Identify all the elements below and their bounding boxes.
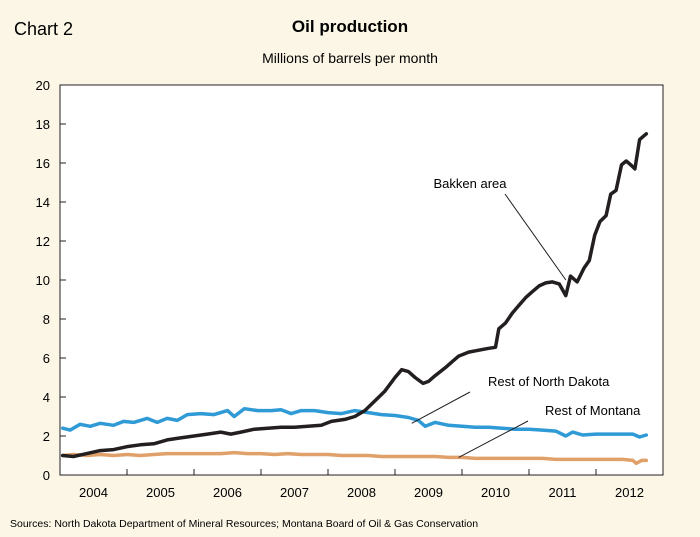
chart-number-label: Chart 2 bbox=[14, 19, 73, 39]
x-tick-label: 2012 bbox=[615, 485, 644, 500]
x-tick-label: 2004 bbox=[79, 485, 108, 500]
annotation-label: Bakken area bbox=[434, 176, 508, 191]
annotation-leader-line bbox=[504, 193, 567, 281]
x-tick-label: 2008 bbox=[347, 485, 376, 500]
y-tick-label: 14 bbox=[36, 195, 50, 210]
x-tick-label: 2010 bbox=[481, 485, 510, 500]
x-axis: 2004 2005 2006 2007 2008 2009 2010 2011 2012 bbox=[79, 469, 644, 500]
x-tick-label: 2006 bbox=[213, 485, 242, 500]
chart-title: Oil production bbox=[292, 17, 408, 36]
annotation-label: Rest of Montana bbox=[545, 403, 641, 418]
series-layer bbox=[60, 132, 649, 466]
x-tick-label: 2009 bbox=[414, 485, 443, 500]
x-tick-label: 2007 bbox=[280, 485, 309, 500]
annotation-label: Rest of North Dakota bbox=[488, 374, 610, 389]
y-tick-label: 18 bbox=[36, 117, 50, 132]
series-line-rest-of-montana bbox=[60, 450, 649, 466]
x-tick-label: 2005 bbox=[146, 485, 175, 500]
y-tick-label: 4 bbox=[43, 390, 50, 405]
y-tick-label: 10 bbox=[36, 273, 50, 288]
series-line-bakken-area bbox=[60, 132, 649, 459]
annotation-leader-line bbox=[458, 420, 529, 458]
chart-subtitle: Millions of barrels per month bbox=[262, 50, 438, 66]
y-tick-label: 20 bbox=[36, 78, 50, 93]
x-tick-label: 2011 bbox=[549, 485, 577, 500]
source-note: Sources: North Dakota Department of Mine… bbox=[10, 518, 478, 530]
y-axis: 0 2 4 6 8 10 12 14 16 18 20 bbox=[36, 78, 66, 483]
y-tick-label: 12 bbox=[36, 234, 50, 249]
annotation-leader-line bbox=[411, 391, 471, 424]
y-tick-label: 16 bbox=[36, 156, 50, 171]
y-tick-label: 6 bbox=[43, 351, 50, 366]
y-tick-label: 0 bbox=[43, 468, 50, 483]
annotation-layer: Bakken area Rest of North Dakota Rest of M… bbox=[411, 176, 641, 458]
series-line-rest-of-north-dakota bbox=[60, 406, 649, 439]
y-tick-label: 2 bbox=[43, 429, 50, 444]
y-tick-label: 8 bbox=[43, 312, 50, 327]
